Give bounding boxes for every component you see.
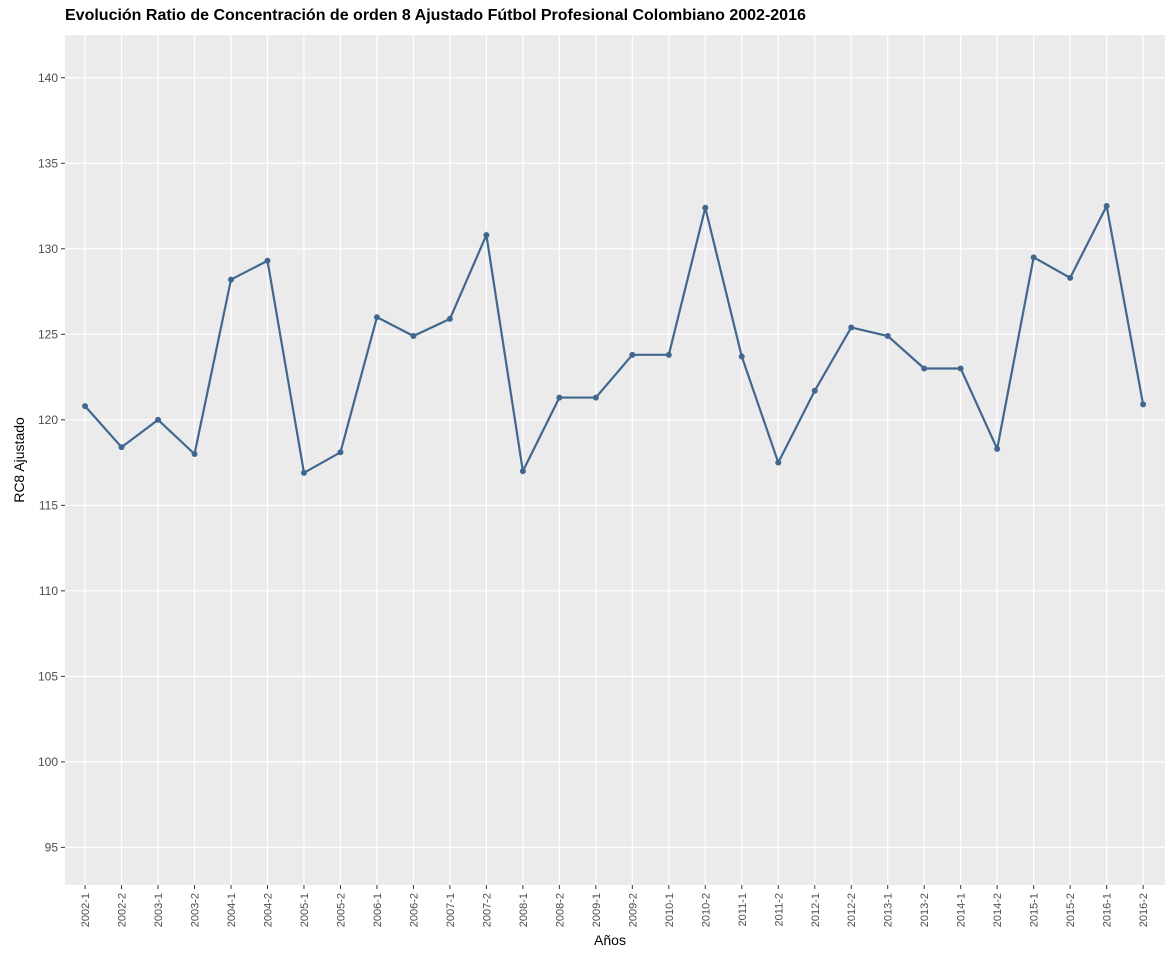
x-tick-label: 2016-1: [1102, 893, 1114, 927]
x-tick-label: 2004-1: [226, 893, 238, 927]
y-tick-label: 115: [39, 498, 58, 512]
x-tick-label: 2016-2: [1138, 893, 1150, 927]
y-tick-label: 95: [45, 840, 59, 854]
point: [884, 333, 891, 340]
x-axis-title: Años: [594, 932, 626, 948]
x-tick-label: 2009-1: [591, 893, 603, 927]
point: [373, 314, 380, 321]
x-tick-label: 2015-2: [1065, 893, 1077, 927]
point: [337, 449, 344, 456]
x-tick-label: 2006-1: [372, 893, 384, 927]
y-tick-label: 140: [38, 71, 58, 85]
point: [775, 459, 782, 466]
point: [446, 315, 453, 322]
point: [994, 445, 1001, 452]
point: [155, 416, 162, 423]
chart-title: Evolución Ratio de Concentración de orde…: [65, 7, 806, 24]
y-axis-title: RC8 Ajustado: [11, 417, 27, 503]
point: [228, 276, 235, 283]
point: [264, 257, 271, 264]
point: [1140, 401, 1147, 408]
point: [410, 333, 417, 340]
x-tick-label: 2004-2: [262, 893, 274, 927]
point: [811, 387, 818, 394]
x-tick-label: 2009-2: [627, 893, 639, 927]
point: [957, 365, 964, 372]
x-tick-label: 2008-1: [518, 893, 530, 927]
x-tick-label: 2015-1: [1029, 893, 1041, 927]
series-line: [84, 202, 1145, 475]
x-tick-label: 2012-1: [810, 893, 822, 927]
point: [483, 232, 490, 239]
x-tick-label: 2006-2: [408, 893, 420, 927]
point: [519, 468, 526, 475]
x-tick-label: 2013-2: [919, 893, 931, 927]
x-tick-label: 2014-2: [992, 893, 1004, 927]
y-tick-label: 120: [38, 413, 58, 427]
x-tick-label: 2010-1: [664, 893, 676, 927]
x-tick-label: 2003-1: [153, 893, 165, 927]
point: [629, 351, 636, 358]
y-tick-label: 105: [38, 669, 58, 683]
point: [921, 365, 928, 372]
x-tick-label: 2002-1: [80, 893, 92, 927]
y-tick-label: 135: [38, 156, 58, 170]
point: [191, 451, 198, 458]
x-tick-label: 2008-2: [554, 893, 566, 927]
x-tick-label: 2014-1: [956, 893, 968, 927]
point: [665, 351, 672, 358]
x-tick-label: 2011-1: [737, 893, 749, 926]
x-tick-label: 2011-2: [773, 893, 785, 926]
point: [592, 394, 599, 401]
x-tick-label: 2012-2: [846, 893, 858, 927]
x-tick-label: 2007-2: [481, 893, 493, 927]
point: [118, 444, 125, 451]
x-tick-label: 2005-2: [335, 893, 347, 927]
point: [702, 204, 709, 211]
y-tick-label: 125: [38, 327, 58, 341]
y-tick-label: 110: [39, 584, 58, 598]
point: [848, 324, 855, 331]
point: [1030, 254, 1037, 261]
point: [300, 469, 307, 476]
point: [82, 403, 89, 410]
point: [1103, 203, 1110, 210]
point: [1067, 274, 1074, 281]
x-tick-label: 2010-2: [700, 893, 712, 927]
x-tick-label: 2007-1: [445, 893, 457, 927]
point: [556, 394, 563, 401]
x-tick-label: 2005-1: [299, 893, 311, 927]
plot-panel: [65, 35, 1165, 885]
point: [738, 353, 745, 360]
x-tick-label: 2003-2: [190, 893, 202, 927]
y-tick-label: 130: [38, 242, 58, 256]
y-tick-label: 100: [38, 755, 58, 769]
x-tick-label: 2002-2: [117, 893, 129, 927]
x-tick-label: 2013-1: [883, 893, 895, 927]
